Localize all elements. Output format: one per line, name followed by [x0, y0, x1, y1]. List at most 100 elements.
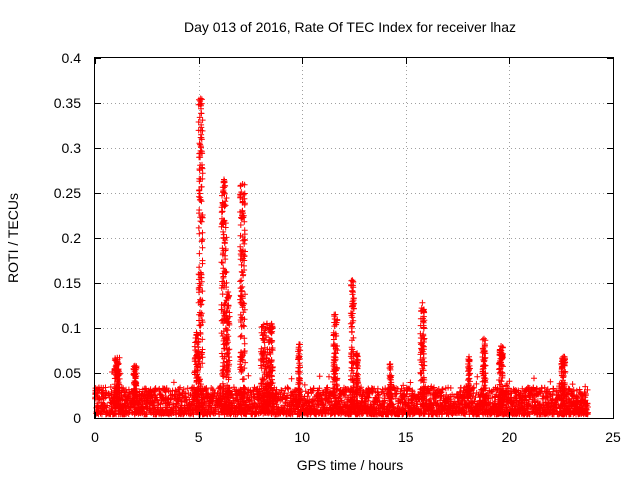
data-point	[195, 224, 202, 231]
y-tick-label: 0.1	[62, 320, 82, 336]
data-point	[381, 399, 388, 406]
data-point	[104, 402, 111, 409]
x-tick-label: 25	[605, 429, 621, 445]
data-point	[439, 386, 446, 393]
data-point	[199, 260, 206, 267]
data-point	[407, 379, 414, 386]
data-point	[237, 333, 244, 340]
data-point	[196, 264, 203, 271]
data-point	[474, 373, 481, 380]
data-point	[177, 384, 184, 391]
data-point	[170, 379, 177, 386]
data-point	[184, 385, 191, 392]
data-point	[547, 378, 554, 385]
data-point	[251, 400, 258, 406]
data-point	[405, 385, 412, 392]
data-point	[281, 390, 288, 397]
data-point	[238, 287, 245, 294]
data-point	[237, 222, 244, 228]
data-point	[237, 285, 244, 292]
data-point	[241, 227, 248, 234]
x-tick-label: 0	[91, 429, 99, 445]
x-axis-label: GPS time / hours	[297, 457, 404, 473]
data-point	[429, 385, 436, 392]
data-point	[217, 384, 224, 391]
data-point	[196, 250, 203, 257]
y-tick-label: 0.3	[62, 140, 82, 156]
data-point	[510, 399, 517, 406]
data-point	[196, 190, 203, 197]
data-point	[285, 386, 292, 392]
data-point	[310, 385, 317, 392]
data-point	[237, 278, 244, 285]
y-tick-label: 0.4	[62, 50, 82, 66]
y-tick-label: 0.2	[62, 230, 82, 246]
data-point	[102, 384, 109, 391]
data-point	[523, 397, 530, 404]
data-point	[534, 398, 541, 405]
data-point	[326, 373, 332, 380]
chart-title: Day 013 of 2016, Rate Of TEC Index for r…	[184, 19, 516, 35]
data-point	[198, 110, 205, 117]
data-point	[199, 229, 206, 236]
data-point	[366, 391, 373, 397]
data-point	[342, 393, 349, 399]
y-axis-label: ROTI / TECUs	[5, 193, 21, 283]
data-point	[188, 402, 195, 409]
data-point	[197, 143, 204, 150]
data-point	[172, 387, 179, 394]
x-tick-label: 20	[502, 429, 518, 445]
data-point	[439, 386, 446, 393]
data-point	[107, 384, 114, 390]
data-point	[512, 403, 518, 410]
data-point	[539, 385, 545, 392]
data-point	[199, 288, 206, 295]
data-point	[481, 335, 487, 342]
data-point	[358, 384, 365, 391]
data-point	[196, 230, 203, 237]
data-point	[431, 384, 437, 391]
x-tick-label: 10	[294, 429, 310, 445]
data-point	[485, 395, 492, 402]
data-point	[419, 299, 426, 306]
data-point	[316, 373, 323, 380]
data-point	[196, 114, 203, 121]
data-point	[199, 244, 206, 251]
data-point	[218, 209, 225, 216]
data-point	[152, 385, 159, 392]
data-point	[296, 341, 303, 348]
data-point	[196, 207, 203, 213]
data-point	[197, 141, 204, 148]
x-tick-label: 15	[398, 429, 414, 445]
data-point	[387, 361, 394, 367]
data-point	[241, 340, 248, 347]
y-tick-label: 0.35	[54, 95, 81, 111]
data-point	[470, 384, 477, 391]
data-point	[374, 385, 381, 392]
data-point	[180, 386, 187, 393]
data-point	[316, 385, 323, 392]
data-point	[506, 378, 513, 385]
data-point	[245, 372, 252, 379]
data-point	[400, 382, 407, 389]
data-point	[508, 390, 515, 397]
data-point	[365, 394, 372, 401]
data-point	[196, 322, 203, 329]
data-point	[241, 376, 247, 383]
data-point	[569, 381, 576, 388]
y-tick-label: 0.15	[54, 275, 81, 291]
data-points	[92, 95, 591, 418]
data-point	[427, 390, 433, 397]
data-point	[531, 375, 537, 382]
data-point	[218, 259, 225, 266]
data-point	[328, 398, 335, 405]
x-tick-label: 5	[195, 429, 203, 445]
y-tick-label: 0.25	[54, 185, 81, 201]
data-point	[144, 411, 150, 418]
data-point	[529, 387, 536, 394]
data-point	[301, 393, 308, 400]
data-point	[473, 380, 480, 387]
data-point	[205, 391, 212, 398]
data-point	[288, 375, 295, 382]
